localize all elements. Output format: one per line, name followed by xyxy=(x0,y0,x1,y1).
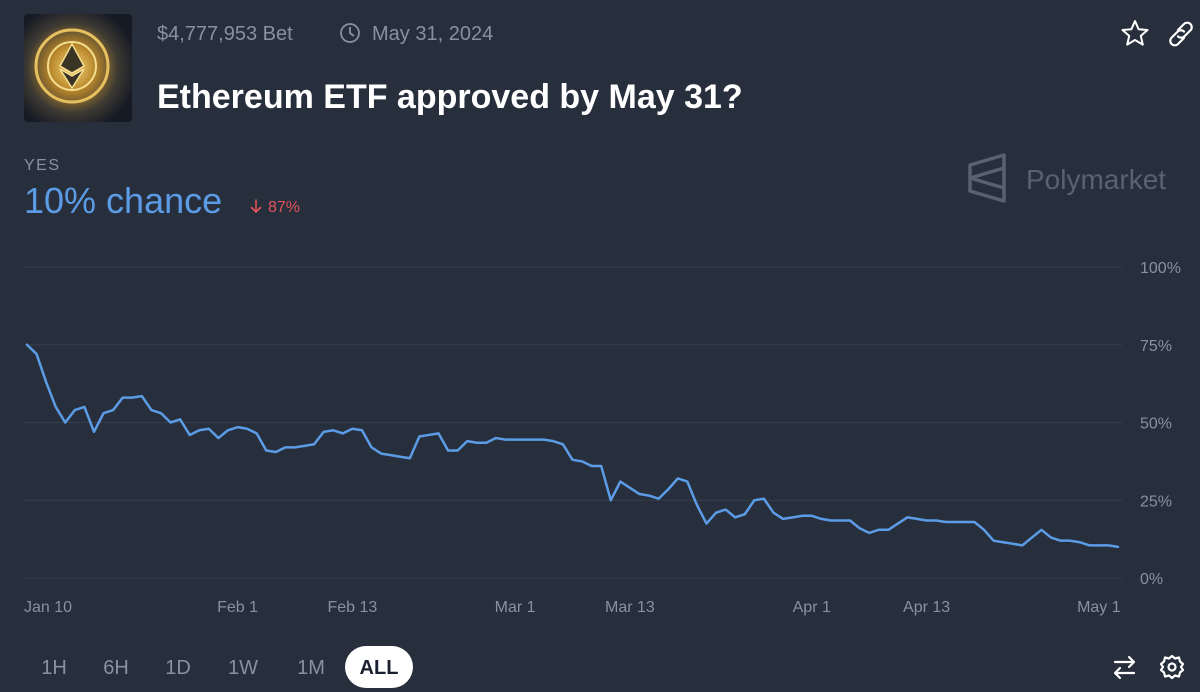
chart: 0% 25% 50% 75% 100% Jan 10 Feb 1 Feb 13 Mar 1 Mar… xyxy=(24,260,1181,616)
y-tick-label: 25% xyxy=(1140,493,1172,510)
star-button[interactable] xyxy=(1121,20,1149,46)
range-button[interactable]: 1W xyxy=(228,657,258,679)
outcome-label: YES xyxy=(24,157,61,174)
brand-logo xyxy=(968,153,1006,203)
x-tick-label: Feb 13 xyxy=(327,599,377,616)
range-button[interactable]: ALL xyxy=(360,657,399,679)
link-button[interactable] xyxy=(1169,21,1193,47)
brand-name: Polymarket xyxy=(1026,164,1166,195)
x-tick-label: Jan 10 xyxy=(24,599,72,616)
volume: $4,777,953 Bet xyxy=(157,23,293,45)
x-tick-label: Mar 1 xyxy=(495,599,536,616)
end-date: May 31, 2024 xyxy=(372,23,493,45)
x-tick-label: Mar 13 xyxy=(605,599,655,616)
price-line xyxy=(25,343,1120,549)
y-tick-label: 100% xyxy=(1140,260,1181,277)
settings-button[interactable] xyxy=(1159,654,1185,680)
y-tick-label: 50% xyxy=(1140,416,1172,433)
down-arrow xyxy=(250,199,262,214)
y-tick-label: 75% xyxy=(1140,338,1172,355)
x-tick-label: Feb 1 xyxy=(217,599,258,616)
outcome-chance: 10% chance xyxy=(24,180,222,221)
range-button[interactable]: 6H xyxy=(103,657,129,679)
y-tick-label: 0% xyxy=(1140,571,1163,588)
clock-icon xyxy=(340,23,360,43)
market-title: Ethereum ETF approved by May 31? xyxy=(157,78,743,116)
swap-button[interactable] xyxy=(1113,655,1136,680)
range-button[interactable]: 1H xyxy=(41,657,67,679)
range-selector: 1H 6H 1D 1W 1M ALL xyxy=(41,646,413,688)
market-image xyxy=(24,14,132,122)
x-tick-label: Apr 13 xyxy=(903,599,950,616)
range-button[interactable]: 1M xyxy=(297,657,325,679)
outcome-change: 87% xyxy=(268,199,300,216)
range-button-bg[interactable] xyxy=(345,646,413,688)
range-button[interactable]: 1D xyxy=(165,657,191,679)
x-tick-label: May 1 xyxy=(1077,599,1121,616)
x-tick-label: Apr 1 xyxy=(793,599,831,616)
